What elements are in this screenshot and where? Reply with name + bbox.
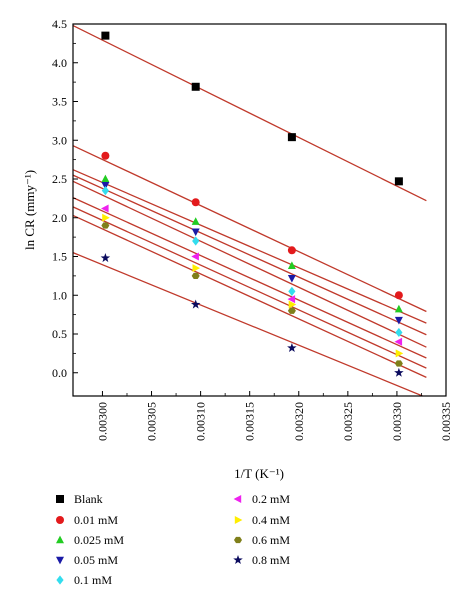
legend-label: Blank [74,492,103,506]
x-tick-label: 0.00325 [341,402,355,441]
data-point [287,342,297,352]
data-point [288,300,297,309]
data-point [190,299,201,309]
legend: Blank 0.01 mM 0.025 mM 0.05 mM 0.1 mM 0.2 mM 0… [56,492,290,587]
data-point [287,295,296,304]
fit-line [73,180,427,348]
data-point [288,286,296,296]
fit-line [73,169,427,324]
y-tick-label: 4.5 [52,17,67,31]
data-point [287,133,296,142]
y-tick-label: 3.0 [52,133,67,147]
x-tick-label: 0.00335 [439,402,453,441]
legend-marker [233,555,243,565]
legend-label: 0.2 mM [252,492,290,506]
data-point [191,82,200,91]
y-tick-label: 2.5 [52,172,67,186]
data-point [102,213,110,222]
data-point [192,264,201,273]
legend-marker [56,556,64,565]
y-tick-label: 4.0 [52,56,67,70]
fit-line [73,145,427,313]
data-point [394,337,403,346]
data-point [394,291,403,300]
data-point [394,367,404,377]
data-point [287,261,296,269]
fit-line [73,252,425,396]
y-tick-label: 0.0 [52,366,67,380]
fit-line [73,197,427,359]
data-point [287,246,296,255]
x-tick-label: 0.00315 [243,402,257,441]
data-point [394,177,403,186]
x-tick-label: 0.00320 [292,402,306,441]
data-point [101,182,110,190]
legend-marker [233,495,242,503]
data-point [101,151,110,160]
y-tick-label: 1.5 [52,250,67,264]
data-point [287,275,296,283]
x-tick-label: 0.00310 [194,402,208,441]
data-point [394,316,403,325]
data-point [192,236,200,246]
x-tick-label: 0.00305 [145,402,159,441]
legend-marker [56,575,64,585]
x-axis-title: 1/T (K⁻¹) [234,466,284,481]
data-point [287,307,296,314]
data-point [101,222,110,229]
fit-line [73,214,427,378]
plot-frame [72,23,447,397]
data-point [394,360,403,367]
x-tick-label: 0.00330 [390,402,404,441]
data-point [191,198,200,207]
legend-label: 0.025 mM [74,533,124,547]
legend-label: 0.6 mM [252,533,290,547]
data-point [394,304,403,313]
data-point [100,253,111,263]
legend-marker [234,536,242,544]
data-point [101,174,110,183]
fit-line [73,174,427,336]
legend-marker [56,516,64,524]
y-tick-label: 2.0 [52,211,67,225]
fit-line [73,24,427,202]
legend-label: 0.1 mM [74,573,112,587]
data-point [101,186,109,196]
legend-marker [56,495,64,503]
data-point [100,204,109,213]
y-tick-label: 0.5 [52,327,67,341]
legend-label: 0.8 mM [252,553,290,567]
data-point [191,252,199,261]
y-tick-label: 3.5 [52,95,67,109]
legend-label: 0.05 mM [74,553,118,567]
fit-line [73,206,427,369]
legend-label: 0.01 mM [74,513,118,527]
legend-marker [56,535,64,544]
data-point [191,217,200,225]
data-point [395,349,404,358]
legend-label: 0.4 mM [252,513,290,527]
y-tick-label: 1.0 [52,288,67,302]
data-point [191,272,200,279]
x-tick-label: 0.00300 [95,402,109,441]
data-point [101,31,110,40]
data-point [191,228,200,237]
legend-marker [234,516,243,524]
y-axis-title: ln CR (mmy⁻¹) [22,170,37,250]
data-point [395,327,403,338]
